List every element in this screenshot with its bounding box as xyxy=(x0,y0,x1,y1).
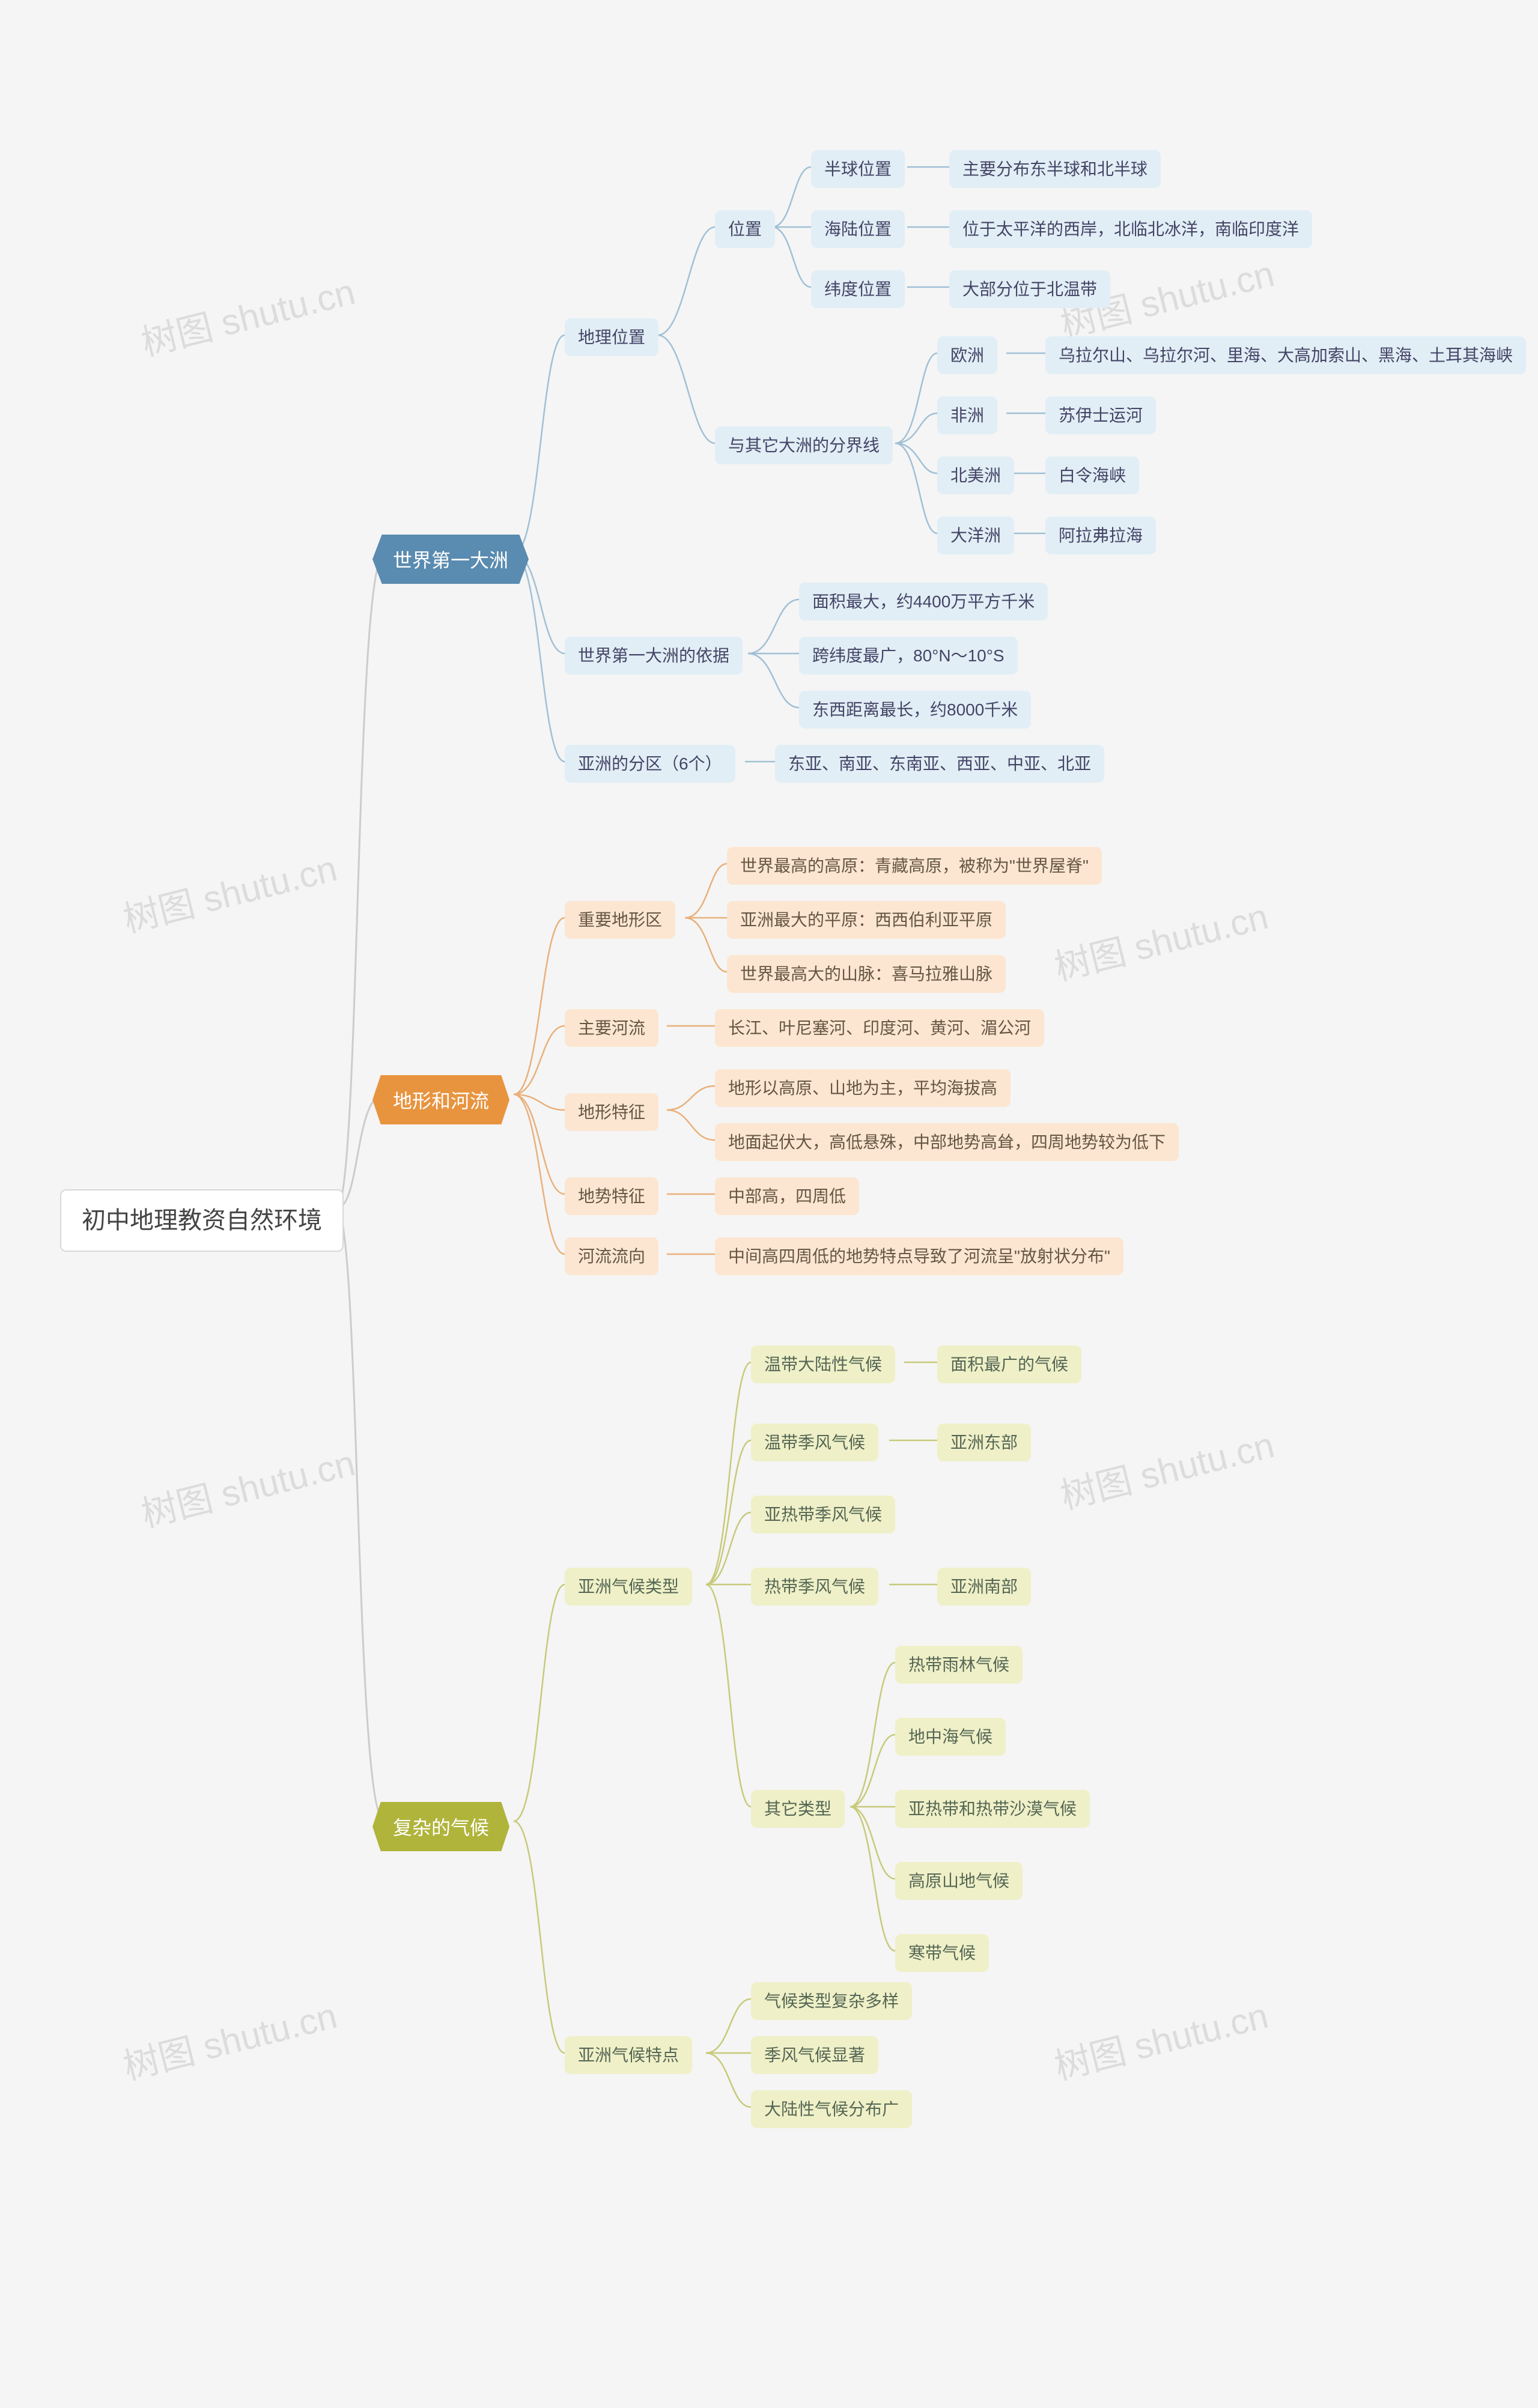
node-hemisphere[interactable]: 半球位置 xyxy=(811,150,905,188)
node-main-rivers[interactable]: 主要河流 xyxy=(565,1009,658,1047)
node-feature-monsoon: 季风气候显著 xyxy=(751,2036,878,2074)
node-position[interactable]: 位置 xyxy=(715,210,775,248)
node-plateau: 世界最高的高原：青藏高原，被称为"世界屋脊" xyxy=(727,847,1102,885)
node-border-oceania[interactable]: 大洋洲 xyxy=(937,517,1014,554)
node-division-list: 东亚、南亚、东南亚、西亚、中亚、北亚 xyxy=(775,745,1104,783)
node-border-north-america[interactable]: 北美洲 xyxy=(937,456,1014,494)
node-border-oc-detail: 阿拉弗拉海 xyxy=(1045,517,1156,554)
watermark: 树图 shutu.cn xyxy=(135,262,360,366)
node-mediterranean: 地中海气候 xyxy=(895,1718,1006,1756)
watermark: 树图 shutu.cn xyxy=(1054,1416,1279,1519)
branch-terrain-rivers[interactable]: 地形和河流 xyxy=(372,1075,509,1124)
node-geo-location[interactable]: 地理位置 xyxy=(565,318,658,356)
node-flow-detail: 中间高四周低的地势特点导致了河流呈"放射状分布" xyxy=(715,1237,1123,1275)
node-tmon-detail: 亚洲东部 xyxy=(937,1424,1031,1461)
node-divisions[interactable]: 亚洲的分区（6个） xyxy=(565,745,735,783)
node-ocean-position[interactable]: 海陆位置 xyxy=(811,210,905,248)
node-tropical-monsoon[interactable]: 热带季风气候 xyxy=(751,1568,878,1606)
node-topo-feature[interactable]: 地形特征 xyxy=(565,1093,658,1131)
watermark: 树图 shutu.cn xyxy=(1048,1986,1273,2090)
node-borders[interactable]: 与其它大洲的分界线 xyxy=(715,426,893,464)
node-topo2: 地面起伏大，高低悬殊，中部地势高耸，四周地势较为低下 xyxy=(715,1123,1179,1161)
node-rivers-list: 长江、叶尼塞河、印度河、黄河、湄公河 xyxy=(715,1009,1044,1047)
node-cont-detail: 面积最广的气候 xyxy=(937,1345,1081,1383)
node-relief[interactable]: 地势特征 xyxy=(565,1177,658,1215)
node-feature-diverse: 气候类型复杂多样 xyxy=(751,1982,912,2020)
node-basis[interactable]: 世界第一大洲的依据 xyxy=(565,637,743,675)
node-desert: 亚热带和热带沙漠气候 xyxy=(895,1790,1090,1828)
branch-climate[interactable]: 复杂的气候 xyxy=(372,1802,509,1851)
branch-continent[interactable]: 世界第一大洲 xyxy=(372,535,529,584)
node-ocean-detail: 位于太平洋的西岸，北临北冰洋，南临印度洋 xyxy=(949,210,1312,248)
node-hmon-detail: 亚洲南部 xyxy=(937,1568,1031,1606)
node-polar: 寒带气候 xyxy=(895,1934,989,1972)
node-basis-area: 面积最大，约4400万平方千米 xyxy=(799,583,1048,620)
node-hemisphere-detail: 主要分布东半球和北半球 xyxy=(949,150,1161,188)
node-alpine: 高原山地气候 xyxy=(895,1862,1023,1900)
watermark: 树图 shutu.cn xyxy=(1048,887,1273,990)
node-topo1: 地形以高原、山地为主，平均海拔高 xyxy=(715,1069,1011,1107)
node-climate-types[interactable]: 亚洲气候类型 xyxy=(565,1568,692,1606)
node-temperate-monsoon[interactable]: 温带季风气候 xyxy=(751,1424,878,1461)
node-basis-latitude: 跨纬度最广，80°N～10°S xyxy=(799,637,1018,675)
node-subtropical-monsoon[interactable]: 亚热带季风气候 xyxy=(751,1496,895,1533)
node-key-terrain[interactable]: 重要地形区 xyxy=(565,901,675,939)
watermark: 树图 shutu.cn xyxy=(117,1986,342,2090)
node-latitude[interactable]: 纬度位置 xyxy=(811,270,905,308)
node-other-types[interactable]: 其它类型 xyxy=(751,1790,845,1828)
node-border-europe[interactable]: 欧洲 xyxy=(937,336,997,374)
watermark: 树图 shutu.cn xyxy=(117,839,342,942)
node-mountain: 世界最高大的山脉：喜马拉雅山脉 xyxy=(727,955,1006,993)
node-river-flow[interactable]: 河流流向 xyxy=(565,1237,658,1275)
node-basis-distance: 东西距离最长，约8000千米 xyxy=(799,691,1031,729)
node-plain: 亚洲最大的平原：西西伯利亚平原 xyxy=(727,901,1006,939)
node-climate-features[interactable]: 亚洲气候特点 xyxy=(565,2036,692,2074)
node-border-africa-detail: 苏伊士运河 xyxy=(1045,396,1156,434)
node-latitude-detail: 大部分位于北温带 xyxy=(949,270,1110,308)
node-relief-detail: 中部高，四周低 xyxy=(715,1177,859,1215)
node-feature-continental: 大陆性气候分布广 xyxy=(751,2090,912,2128)
node-temperate-continental[interactable]: 温带大陆性气候 xyxy=(751,1345,895,1383)
node-border-na-detail: 白令海峡 xyxy=(1045,456,1139,494)
node-rainforest: 热带雨林气候 xyxy=(895,1646,1023,1684)
watermark: 树图 shutu.cn xyxy=(135,1434,360,1537)
node-border-africa[interactable]: 非洲 xyxy=(937,396,997,434)
node-border-europe-detail: 乌拉尔山、乌拉尔河、里海、大高加索山、黑海、土耳其海峡 xyxy=(1045,336,1526,374)
root-node[interactable]: 初中地理教资自然环境 xyxy=(60,1189,344,1252)
